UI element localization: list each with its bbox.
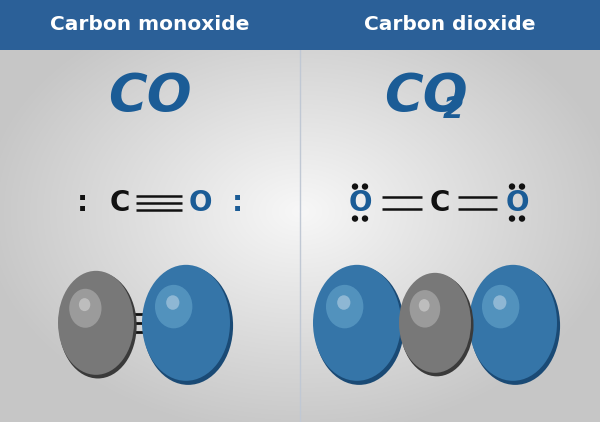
Text: Carbon monoxide: Carbon monoxide [50,15,250,35]
Ellipse shape [400,274,473,376]
Circle shape [509,216,515,221]
Text: CO: CO [384,71,468,123]
Ellipse shape [410,290,440,327]
Circle shape [520,216,524,221]
Text: O: O [188,189,212,216]
Ellipse shape [143,267,233,385]
Circle shape [362,184,367,189]
Circle shape [362,216,367,221]
Text: 2: 2 [442,95,464,124]
Text: Carbon dioxide: Carbon dioxide [364,15,536,35]
Ellipse shape [470,267,560,385]
FancyBboxPatch shape [0,0,600,50]
Text: O: O [505,189,529,216]
Ellipse shape [326,285,364,328]
Circle shape [353,184,358,189]
Text: :: : [76,189,88,216]
Ellipse shape [155,285,193,328]
Text: C: C [110,189,130,216]
Ellipse shape [399,273,471,373]
Ellipse shape [58,271,134,375]
Text: O: O [348,189,372,216]
Text: CO: CO [108,71,192,123]
Ellipse shape [337,295,350,310]
Circle shape [520,184,524,189]
Ellipse shape [142,265,230,381]
Ellipse shape [69,289,101,328]
Ellipse shape [313,265,401,381]
Text: C: C [430,189,450,216]
Ellipse shape [59,272,137,379]
Circle shape [509,184,515,189]
Ellipse shape [79,298,90,311]
Ellipse shape [419,299,430,311]
Text: :: : [232,189,242,216]
Ellipse shape [469,265,557,381]
Ellipse shape [493,295,506,310]
Ellipse shape [314,267,404,385]
Ellipse shape [482,285,520,328]
Circle shape [353,216,358,221]
Ellipse shape [166,295,179,310]
